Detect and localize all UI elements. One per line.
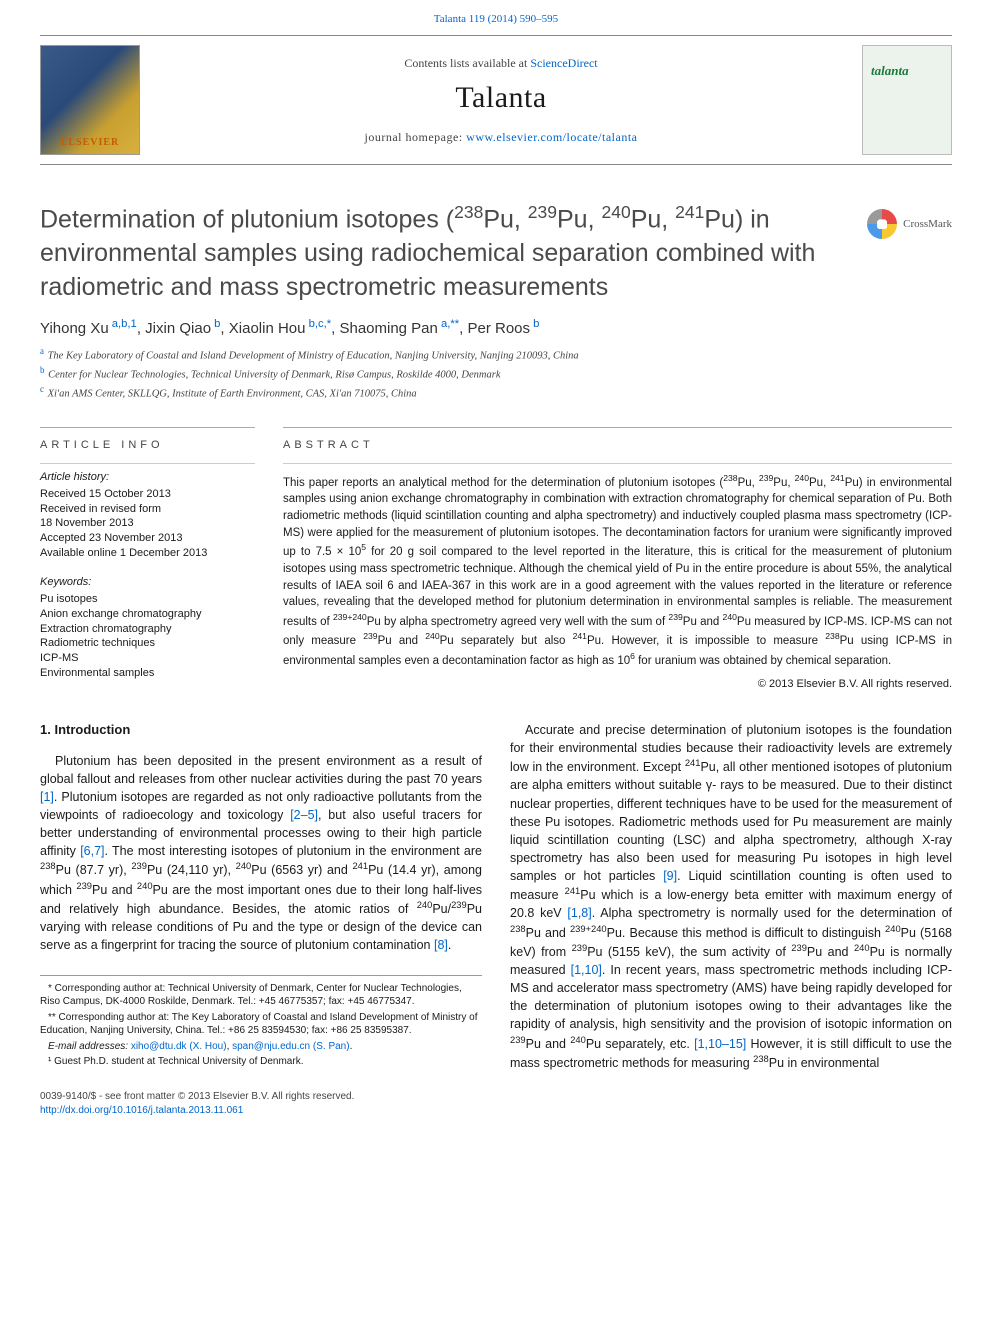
homepage-link[interactable]: www.elsevier.com/locate/talanta: [466, 130, 637, 144]
article-info-sidebar: ARTICLE INFO Article history: Received 1…: [40, 427, 255, 693]
sciencedirect-link[interactable]: ScienceDirect: [530, 56, 597, 70]
page-footer: 0039-9140/$ - see front matter © 2013 El…: [40, 1090, 952, 1118]
crossmark-icon: [867, 209, 897, 239]
history-line: Available online 1 December 2013: [40, 546, 255, 561]
history-line: 18 November 2013: [40, 516, 255, 531]
journal-header: Contents lists available at ScienceDirec…: [40, 35, 952, 165]
article-history: Article history: Received 15 October 201…: [40, 463, 255, 561]
keyword: Anion exchange chromatography: [40, 607, 255, 622]
keyword: Pu isotopes: [40, 592, 255, 607]
footnotes: * Corresponding author at: Technical Uni…: [40, 975, 482, 1069]
crossmark-label: CrossMark: [903, 217, 952, 232]
corresponding-2: ** Corresponding author at: The Key Labo…: [40, 1011, 482, 1038]
authors-list: Yihong Xu a,b,1, Jixin Qiao b, Xiaolin H…: [40, 317, 952, 339]
email-link-1[interactable]: xiho@dtu.dk (X. Hou): [131, 1041, 227, 1052]
contents-prefix: Contents lists available at: [404, 56, 530, 70]
email-line: E-mail addresses: xiho@dtu.dk (X. Hou), …: [40, 1040, 482, 1054]
history-label: Article history:: [40, 470, 255, 485]
affiliations: a The Key Laboratory of Coastal and Isla…: [40, 345, 952, 403]
author-aff-link[interactable]: b: [530, 318, 539, 330]
history-line: Accepted 23 November 2013: [40, 531, 255, 546]
abstract-text: This paper reports an analytical method …: [283, 463, 952, 670]
history-line: Received 15 October 2013: [40, 487, 255, 502]
crossmark-badge[interactable]: CrossMark: [867, 209, 952, 239]
keywords-label: Keywords:: [40, 575, 255, 590]
doi-link[interactable]: http://dx.doi.org/10.1016/j.talanta.2013…: [40, 1105, 243, 1116]
intro-heading: 1. Introduction: [40, 721, 482, 740]
abstract-copyright: © 2013 Elsevier B.V. All rights reserved…: [283, 677, 952, 692]
header-center: Contents lists available at ScienceDirec…: [152, 55, 850, 147]
affiliation: a The Key Laboratory of Coastal and Isla…: [40, 345, 952, 364]
abstract-heading: ABSTRACT: [283, 427, 952, 453]
history-line: Received in revised form: [40, 502, 255, 517]
abstract-column: ABSTRACT This paper reports an analytica…: [283, 427, 952, 693]
intro-para-1: Plutonium has been deposited in the pres…: [40, 752, 482, 955]
author-aff-link[interactable]: b: [211, 318, 220, 330]
publisher-logo: [40, 45, 140, 155]
article-title: Determination of plutonium isotopes (238…: [40, 201, 832, 305]
keyword: ICP-MS: [40, 651, 255, 666]
keywords-block: Keywords: Pu isotopesAnion exchange chro…: [40, 575, 255, 681]
keyword: Extraction chromatography: [40, 622, 255, 637]
article-info-heading: ARTICLE INFO: [40, 427, 255, 453]
author-aff-link[interactable]: a,**: [438, 318, 459, 330]
affiliation: c Xi'an AMS Center, SKLLQG, Institute of…: [40, 383, 952, 402]
corresponding-1: * Corresponding author at: Technical Uni…: [40, 982, 482, 1009]
author: Per Roos b: [467, 320, 539, 337]
footnote-1: ¹ Guest Ph.D. student at Technical Unive…: [40, 1055, 482, 1069]
top-citation-link[interactable]: Talanta 119 (2014) 590–595: [434, 13, 558, 25]
intro-para-2: Accurate and precise determination of pl…: [510, 721, 952, 1072]
top-citation: Talanta 119 (2014) 590–595: [0, 0, 992, 35]
keyword: Radiometric techniques: [40, 636, 255, 651]
author: Shaoming Pan a,**: [339, 320, 459, 337]
affiliation: b Center for Nuclear Technologies, Techn…: [40, 364, 952, 383]
author-aff-link[interactable]: a,b,1: [109, 318, 137, 330]
footer-copyright: 0039-9140/$ - see front matter © 2013 El…: [40, 1090, 952, 1104]
email-link-2[interactable]: span@nju.edu.cn (S. Pan): [232, 1041, 349, 1052]
homepage-prefix: journal homepage:: [365, 130, 467, 144]
author: Jixin Qiao b: [145, 320, 220, 337]
author: Xiaolin Hou b,c,*: [229, 320, 331, 337]
email-label: E-mail addresses:: [48, 1041, 131, 1052]
body-column-right: Accurate and precise determination of pl…: [510, 721, 952, 1072]
body-column-left: 1. Introduction Plutonium has been depos…: [40, 721, 482, 1072]
author-aff-link[interactable]: b,c,*: [305, 318, 331, 330]
journal-cover-thumbnail: [862, 45, 952, 155]
keyword: Environmental samples: [40, 666, 255, 681]
author: Yihong Xu a,b,1: [40, 320, 137, 337]
journal-name: Talanta: [152, 77, 850, 119]
